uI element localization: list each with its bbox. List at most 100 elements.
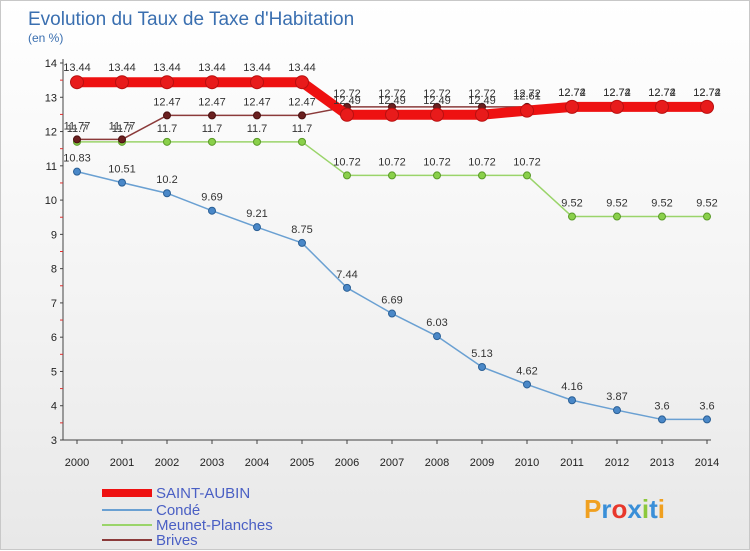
data-label-meunet-planches: 11.7	[247, 123, 268, 135]
data-label-saint-aubin: 12.72	[648, 87, 676, 99]
data-point-meunet-planches	[433, 171, 441, 180]
data-point-saint-aubin	[340, 107, 354, 122]
data-point-conde	[388, 309, 396, 318]
data-label-meunet-planches: 11.7	[292, 123, 313, 135]
data-point-conde	[208, 206, 216, 215]
data-point-saint-aubin	[610, 99, 624, 114]
logo-letter: r	[601, 494, 611, 524]
data-point-conde	[163, 189, 171, 198]
data-point-conde	[568, 396, 576, 405]
data-label-saint-aubin: 12.49	[378, 95, 406, 107]
data-point-conde	[523, 380, 531, 389]
data-label-saint-aubin: 12.72	[693, 87, 721, 99]
data-label-saint-aubin: 13.44	[153, 62, 181, 74]
logo-wordmark: Proxiti	[584, 494, 665, 524]
data-point-conde	[118, 178, 126, 187]
data-label-conde: 4.16	[561, 381, 582, 393]
data-label-meunet-planches: 11.7	[202, 123, 223, 135]
data-point-saint-aubin	[655, 99, 669, 114]
y-tick-label: 3	[51, 435, 57, 447]
data-label-saint-aubin: 13.44	[198, 62, 226, 74]
data-label-meunet-planches: 11.7	[112, 123, 133, 135]
data-point-saint-aubin	[700, 99, 714, 114]
x-tick-label: 2012	[605, 457, 629, 469]
data-label-saint-aubin: 13.44	[63, 62, 91, 74]
y-tick-label: 14	[45, 58, 57, 70]
data-point-meunet-planches	[298, 137, 306, 146]
y-tick-label: 5	[51, 366, 57, 378]
data-label-brives: 11.77	[109, 120, 136, 132]
data-point-meunet-planches	[613, 212, 621, 221]
data-point-conde	[433, 332, 441, 341]
data-label-brives: 12.72	[468, 88, 496, 100]
data-label-meunet-planches: 9.52	[651, 198, 672, 210]
x-tick-label: 2002	[155, 457, 179, 469]
proxiti-logo: Proxiti	[584, 494, 665, 524]
y-tick-label: 13	[45, 92, 57, 104]
data-point-saint-aubin	[70, 75, 84, 90]
chart-y-unit-label: (en %)	[28, 31, 63, 45]
data-label-meunet-planches: 9.52	[561, 198, 582, 210]
data-label-brives: 12.47	[153, 96, 181, 108]
axes: 3 4 5 6 7 8 9 10 11 12 13 14 2000 2001 2002 2003 2004 200…	[45, 58, 719, 469]
data-label-saint-aubin: 12.72	[558, 87, 586, 99]
logo-letter: i	[642, 494, 649, 524]
data-label-conde: 9.69	[201, 192, 222, 204]
data-point-meunet-planches	[388, 171, 396, 180]
data-point-brives	[253, 111, 261, 120]
logo-letter: P	[584, 494, 601, 524]
data-point-brives	[73, 135, 81, 144]
data-point-conde	[613, 406, 621, 415]
data-point-saint-aubin	[430, 107, 444, 122]
data-label-meunet-planches: 10.72	[513, 156, 541, 168]
data-label-brives: 12.47	[288, 96, 316, 108]
x-tick-label: 2009	[470, 457, 494, 469]
series-layer	[70, 75, 714, 424]
x-tick-label: 2000	[65, 457, 89, 469]
data-point-meunet-planches	[343, 171, 351, 180]
data-label-saint-aubin: 12.49	[468, 95, 496, 107]
y-tick-label: 11	[46, 161, 57, 173]
data-label-conde: 3.87	[606, 391, 627, 403]
data-label-saint-aubin: 13.44	[108, 62, 136, 74]
x-tick-label: 2003	[200, 457, 224, 469]
logo-letter: i	[658, 494, 665, 524]
data-point-brives	[208, 111, 216, 120]
x-tick-label: 2008	[425, 457, 449, 469]
data-label-brives: 12.72	[513, 88, 541, 100]
data-label-saint-aubin: 12.61	[513, 91, 541, 103]
data-point-conde	[703, 415, 711, 424]
data-label-brives: 12.72	[423, 88, 451, 100]
data-label-brives: 12.74	[648, 87, 676, 99]
x-tick-label: 2007	[380, 457, 404, 469]
data-point-saint-aubin	[565, 99, 579, 114]
data-label-brives: 12.74	[603, 87, 631, 99]
data-label-saint-aubin: 12.72	[603, 87, 631, 99]
data-label-saint-aubin: 12.49	[423, 95, 451, 107]
data-label-brives: 12.47	[243, 96, 271, 108]
data-label-conde: 4.62	[516, 365, 537, 377]
x-tick-label: 2004	[245, 457, 269, 469]
data-label-conde: 9.21	[246, 208, 267, 220]
data-point-saint-aubin	[160, 75, 174, 90]
x-tick-label: 2005	[290, 457, 314, 469]
data-point-meunet-planches	[208, 137, 216, 146]
data-label-meunet-planches: 11.7	[67, 123, 88, 135]
data-label-conde: 3.6	[654, 400, 669, 412]
data-point-meunet-planches	[253, 137, 261, 146]
data-point-meunet-planches	[568, 212, 576, 221]
data-point-meunet-planches	[163, 137, 171, 146]
data-label-conde: 8.75	[291, 224, 312, 236]
data-label-brives: 12.74	[693, 87, 721, 99]
data-label-conde: 5.13	[471, 348, 492, 360]
legend-label-meunet-planches: Meunet-Planches	[156, 517, 273, 534]
data-label-brives: 12.72	[333, 88, 361, 100]
data-point-conde	[343, 283, 351, 292]
x-tick-label: 2013	[650, 457, 674, 469]
y-tick-label: 7	[51, 298, 57, 310]
data-point-saint-aubin	[295, 75, 309, 90]
data-label-saint-aubin: 12.49	[333, 95, 361, 107]
data-label-conde: 6.69	[381, 295, 402, 307]
